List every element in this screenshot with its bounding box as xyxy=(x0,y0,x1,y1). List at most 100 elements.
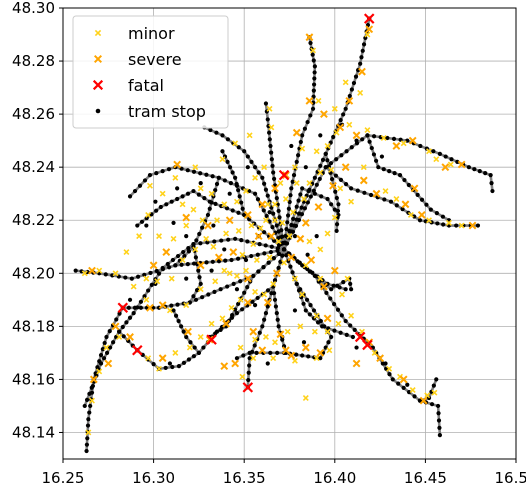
tram-stop-marker xyxy=(338,330,343,335)
minor-accident-marker xyxy=(311,328,318,335)
severe-accident-marker xyxy=(281,346,290,355)
minor-accident-marker xyxy=(279,219,286,226)
severe-accident-marker xyxy=(214,253,223,262)
minor-accidents xyxy=(81,31,465,436)
minor-accident-marker xyxy=(360,164,367,171)
tram-stop-marker xyxy=(135,223,140,228)
severe-accident-marker xyxy=(320,282,328,291)
minor-accident-marker xyxy=(221,201,228,208)
tram-stop-marker xyxy=(402,177,407,183)
minor-accident-marker xyxy=(228,304,235,311)
tram-stop-marker xyxy=(234,287,240,292)
tram-stop-marker xyxy=(167,265,172,270)
tram-stop-marker xyxy=(305,252,310,257)
minor-accident-marker xyxy=(262,217,269,224)
tram-stop-marker xyxy=(382,197,387,202)
minor-accident-marker xyxy=(210,243,217,250)
tram-stop-marker xyxy=(294,159,299,164)
tram-stop-marker xyxy=(79,269,84,274)
tram-stop-marker xyxy=(191,188,196,194)
minor-accident-marker xyxy=(331,214,338,221)
tram-stop-marker xyxy=(223,258,228,263)
severe-accident-marker xyxy=(408,136,417,145)
tram-stop-marker xyxy=(339,153,344,158)
tram-stop-marker xyxy=(262,230,267,235)
minor-accident-marker xyxy=(291,164,298,171)
minor-accident-marker xyxy=(232,140,239,147)
tram-stop-marker xyxy=(104,334,109,340)
tram-stop-marker xyxy=(230,170,235,175)
tram-stop-marker xyxy=(394,203,399,208)
minor-accident-marker xyxy=(172,349,179,356)
tram-stop-marker xyxy=(318,133,323,138)
tram-stop-marker xyxy=(197,275,202,280)
tram-stop-marker xyxy=(318,163,323,168)
tram-stop-marker xyxy=(205,212,211,218)
tram-stop-marker xyxy=(236,301,241,307)
minor-accident-marker xyxy=(286,233,293,240)
tram-stop-marker xyxy=(312,175,317,180)
tram-stop-marker xyxy=(419,197,425,202)
tram-stop-marker xyxy=(331,134,336,140)
tram-stop-marker xyxy=(132,188,138,194)
tram-stop-marker xyxy=(210,174,215,179)
severe-accident-marker xyxy=(222,319,230,328)
minor-accident-marker xyxy=(348,312,355,319)
tram-stop-marker xyxy=(202,196,207,201)
tram-stop-marker xyxy=(275,350,280,355)
tram-stop-marker xyxy=(194,238,199,243)
minor-accident-marker xyxy=(315,97,322,104)
x-tick-label: 16.50 xyxy=(495,469,526,487)
tram-stop-marker xyxy=(301,340,307,345)
tram-stop-marker xyxy=(336,202,341,207)
tram-stop-marker xyxy=(424,202,429,207)
severe-accident-marker xyxy=(358,67,366,76)
severe-accident-marker xyxy=(305,33,314,42)
minor-accident-marker xyxy=(233,272,240,279)
tram-stop-marker xyxy=(306,188,311,194)
tram-stop-marker xyxy=(269,157,274,162)
tram-stop-marker xyxy=(264,213,269,219)
minor-accident-marker xyxy=(212,278,219,285)
tram-stop-marker xyxy=(175,253,181,259)
tram-stop-marker xyxy=(333,189,338,194)
tram-stop-marker xyxy=(188,340,193,345)
tram-stop-marker xyxy=(349,87,354,92)
tram-stop-marker xyxy=(138,305,144,310)
minor-accident-marker xyxy=(223,230,230,237)
minor-accident-marker xyxy=(197,185,204,192)
tram-stop-marker xyxy=(84,448,89,454)
tram-stop-marker xyxy=(101,356,107,361)
tram-stop-marker xyxy=(293,223,299,229)
minor-accident-marker xyxy=(168,275,175,282)
minor-accident-marker xyxy=(382,188,389,195)
minor-accident-marker xyxy=(199,217,206,224)
tram-stop-marker xyxy=(149,282,154,288)
tram-stop-marker xyxy=(245,165,250,170)
tram-stop-marker xyxy=(179,166,184,171)
tram-stop-marker xyxy=(359,55,364,60)
tram-stop-marker xyxy=(173,313,179,318)
minor-accident-marker xyxy=(431,389,438,396)
tram-stop-marker xyxy=(213,201,218,206)
minor-accident-marker xyxy=(364,31,371,38)
tram-stop-marker xyxy=(435,221,440,226)
tram-stop-marker xyxy=(214,130,219,135)
minor-accident-marker xyxy=(393,196,400,202)
tram-stop-marker xyxy=(263,243,268,248)
tram-stop-marker xyxy=(191,242,196,247)
tram-stop-marker xyxy=(305,200,310,205)
tram-stop-marker xyxy=(305,119,310,125)
tram-stop-marker xyxy=(397,173,403,178)
tram-stop-marker xyxy=(329,334,334,340)
minor-accident-marker xyxy=(310,47,317,54)
tram-stop-marker xyxy=(236,188,241,193)
severe-accident-marker xyxy=(196,261,205,270)
tram-stop-marker xyxy=(300,263,305,268)
tram-stop-marker xyxy=(271,170,276,175)
tram-stop-marker xyxy=(242,290,247,295)
tram-stop-marker xyxy=(243,257,249,263)
tram-stop-marker xyxy=(266,260,271,265)
minor-accident-marker xyxy=(172,174,179,181)
tram-stop-marker xyxy=(236,145,241,150)
